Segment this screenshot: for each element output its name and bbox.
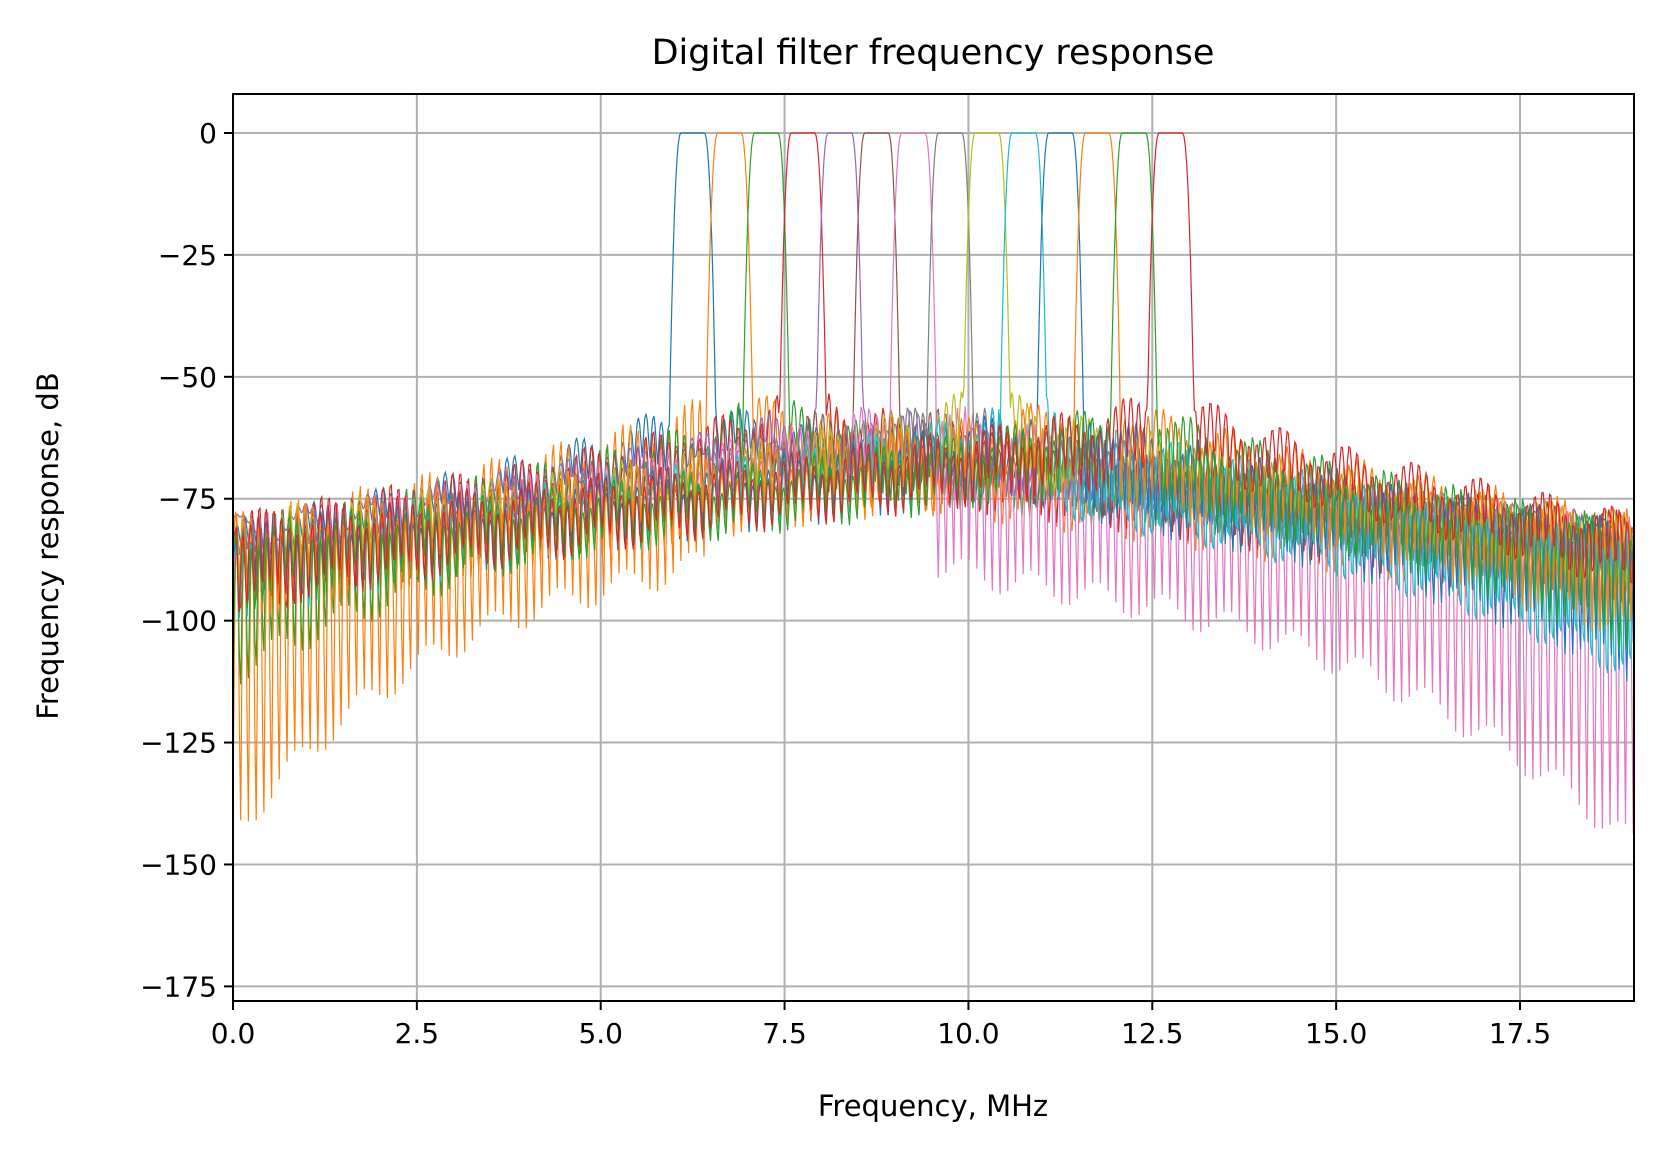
x-tick-label: 7.5 — [762, 1017, 807, 1050]
y-axis-title: Frequency response, dB — [31, 372, 65, 720]
x-tick-label: 12.5 — [1121, 1017, 1183, 1050]
x-tick-label: 17.5 — [1489, 1017, 1551, 1050]
chart-title: Digital filter frequency response — [652, 33, 1215, 73]
series-layer — [233, 132, 1634, 835]
filter-series-line — [233, 132, 1634, 823]
filter-series-line — [233, 132, 1634, 613]
filter-series-line — [233, 132, 1634, 650]
x-tick-label: 15.0 — [1305, 1017, 1367, 1050]
y-tick-label: −125 — [140, 727, 217, 760]
y-tick-label: −25 — [158, 239, 217, 272]
x-tick-label: 0.0 — [211, 1017, 256, 1050]
plot-frame — [232, 93, 1635, 1002]
y-tick-label: −50 — [158, 361, 217, 394]
axes: 0.0 2.5 5.0 7.5 10.0 12.5 15.0 17.5 0 −25 −50 −75 −1… — [140, 93, 1635, 1050]
x-tick-label: 5.0 — [578, 1017, 623, 1050]
y-tick-label: −175 — [140, 970, 217, 1003]
y-tick-label: −75 — [158, 483, 217, 516]
x-axis-title: Frequency, MHz — [818, 1089, 1048, 1123]
y-tick-label: 0 — [199, 117, 217, 150]
y-tick-label: −100 — [140, 605, 217, 638]
x-tick-label: 10.0 — [937, 1017, 999, 1050]
y-tick-label: −150 — [140, 848, 217, 881]
x-tick-label: 2.5 — [395, 1017, 440, 1050]
